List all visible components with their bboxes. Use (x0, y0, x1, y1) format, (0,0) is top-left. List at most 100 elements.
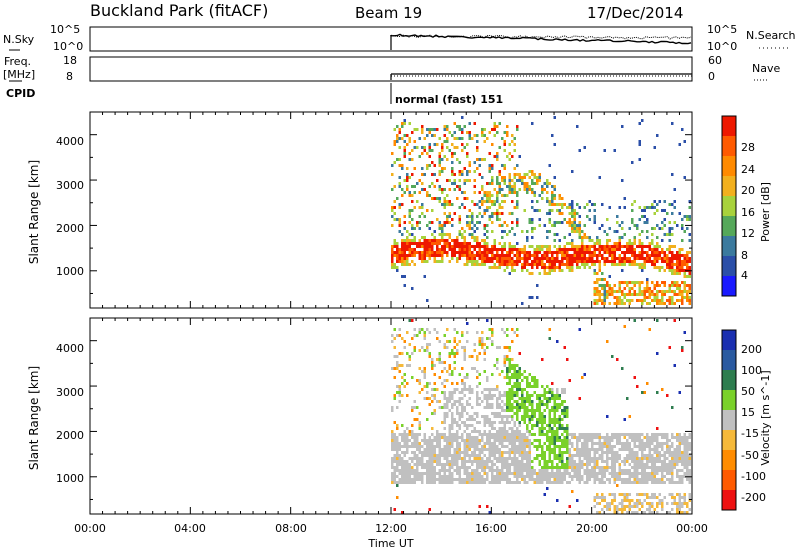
data-cell (461, 436, 464, 439)
data-cell (503, 331, 506, 334)
data-cell (536, 263, 539, 266)
data-cell (593, 242, 596, 245)
data-cell (661, 448, 664, 451)
data-cell (463, 349, 466, 352)
data-cell (461, 478, 464, 481)
data-cell (508, 391, 511, 394)
data-cell (431, 439, 434, 442)
data-cell (476, 254, 479, 257)
data-cell (491, 388, 494, 391)
data-cell (471, 442, 474, 445)
data-cell (626, 496, 629, 499)
data-cell (511, 266, 514, 269)
data-cell (558, 394, 561, 397)
data-cell (443, 167, 446, 170)
data-cell (456, 197, 459, 200)
colorbar-swatch (722, 390, 736, 411)
data-cell (493, 394, 496, 397)
data-cell (458, 424, 461, 427)
data-cell (391, 209, 394, 212)
data-cell (508, 409, 511, 412)
data-cell (456, 463, 459, 466)
data-cell (663, 436, 666, 439)
data-cell (486, 415, 489, 418)
data-cell (668, 448, 671, 451)
data-cell (468, 448, 471, 451)
data-cell (623, 436, 626, 439)
data-cell (418, 379, 421, 382)
data-cell (478, 340, 481, 343)
data-cell (478, 448, 481, 451)
data-cell (396, 140, 399, 143)
data-cell (401, 337, 404, 340)
data-cell (561, 460, 564, 463)
data-cell (398, 254, 401, 257)
data-cell (476, 442, 479, 445)
data-cell (488, 257, 491, 260)
data-cell (668, 263, 671, 266)
velocity-colorbar (721, 329, 737, 511)
data-cell (433, 397, 436, 400)
data-cell (503, 179, 506, 182)
data-cell (606, 451, 609, 454)
data-cell (461, 451, 464, 454)
data-cell (546, 472, 549, 475)
data-cell (393, 436, 396, 439)
data-cell (436, 460, 439, 463)
data-cell (671, 254, 674, 257)
data-cell (501, 254, 504, 257)
data-cell (563, 391, 566, 394)
data-cell (683, 230, 686, 233)
data-cell (611, 287, 614, 290)
data-cell (633, 511, 636, 514)
data-cell (641, 290, 644, 293)
data-cell (623, 281, 626, 284)
data-cell (461, 382, 464, 385)
data-cell (551, 475, 554, 478)
data-cell (473, 478, 476, 481)
data-cell (468, 137, 471, 140)
data-cell (601, 445, 604, 448)
data-cell (638, 242, 641, 245)
data-cell (506, 194, 509, 197)
data-cell (643, 206, 646, 209)
data-cell (446, 370, 449, 373)
data-cell (521, 463, 524, 466)
data-cell (396, 266, 399, 269)
data-cell (428, 251, 431, 254)
data-cell (506, 254, 509, 257)
data-cell (563, 478, 566, 481)
data-cell (468, 161, 471, 164)
data-cell (446, 179, 449, 182)
data-cell (521, 394, 524, 397)
nsky-label: N.Sky (3, 33, 35, 46)
data-cell (398, 394, 401, 397)
data-cell (551, 200, 554, 203)
data-cell (433, 448, 436, 451)
data-cell (586, 481, 589, 484)
data-cell (413, 400, 416, 403)
data-cell (541, 248, 544, 251)
data-cell (398, 481, 401, 484)
data-cell (686, 478, 689, 481)
data-cell (498, 391, 501, 394)
data-cell (628, 302, 631, 305)
data-cell (548, 451, 551, 454)
power-cbar-tick-16: 16 (741, 206, 755, 219)
data-cell (453, 421, 456, 424)
data-cell (536, 472, 539, 475)
data-cell (578, 466, 581, 469)
data-cell (578, 478, 581, 481)
data-cell (491, 254, 494, 257)
data-cell (486, 206, 489, 209)
data-cell (548, 436, 551, 439)
data-cell (448, 445, 451, 448)
data-cell (558, 203, 561, 206)
data-cell (523, 173, 526, 176)
data-cell (423, 334, 426, 337)
colorbar-swatch (722, 370, 736, 391)
data-cell (686, 454, 689, 457)
data-cell (688, 469, 691, 472)
data-cell (541, 454, 544, 457)
data-cell (603, 445, 606, 448)
